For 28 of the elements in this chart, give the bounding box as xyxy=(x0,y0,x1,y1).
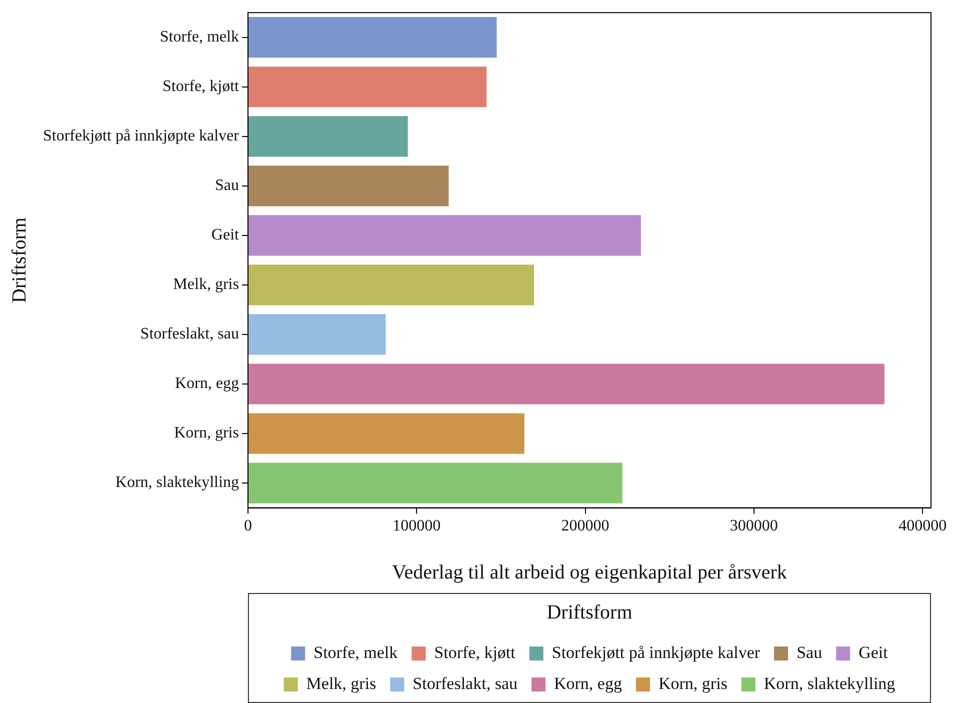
x-tick-label: 400000 xyxy=(898,518,947,535)
x-tick-label: 100000 xyxy=(392,518,441,535)
legend-title: Driftsform xyxy=(546,601,633,624)
y-tick-label: Storfeslakt, sau xyxy=(140,326,239,343)
y-tick-label: Korn, gris xyxy=(174,424,239,442)
legend-label: Sau xyxy=(796,642,823,662)
x-tick-label: 200000 xyxy=(561,518,610,535)
x-axis-title: Vederlag til alt arbeid og eigenkapital per årsverk xyxy=(392,561,787,584)
legend-label: Korn, egg xyxy=(554,674,622,693)
y-tick-label: Korn, slaktekylling xyxy=(115,474,239,492)
y-tick-label: Storfekjøtt på innkjøpte kalver xyxy=(43,128,240,145)
legend-label: Geit xyxy=(858,642,888,662)
y-tick-label: Korn, egg xyxy=(174,375,239,392)
legend-label: Storfe, melk xyxy=(314,642,398,662)
y-tick-label: Storfe, melk xyxy=(160,28,239,46)
y-axis-title: Driftsform xyxy=(8,216,30,303)
legend-label: Storfeslakt, sau xyxy=(412,674,518,693)
legend-label: Melk, gris xyxy=(306,674,376,693)
y-tick-label: Storfe, kjøtt xyxy=(162,78,240,96)
legend-label: Korn, slaktekylling xyxy=(764,674,896,693)
y-tick-label: Melk, gris xyxy=(173,276,239,294)
y-tick-label: Sau xyxy=(214,177,239,194)
x-tick-label: 300000 xyxy=(730,518,778,535)
y-tick-label: Geit xyxy=(211,226,240,244)
x-tick-label: 0 xyxy=(244,518,252,535)
legend-label: Storfe, kjøtt xyxy=(434,642,516,662)
legend-label: Storfekjøtt på innkjøpte kalver xyxy=(552,642,760,662)
legend-label: Korn, gris xyxy=(658,674,728,693)
